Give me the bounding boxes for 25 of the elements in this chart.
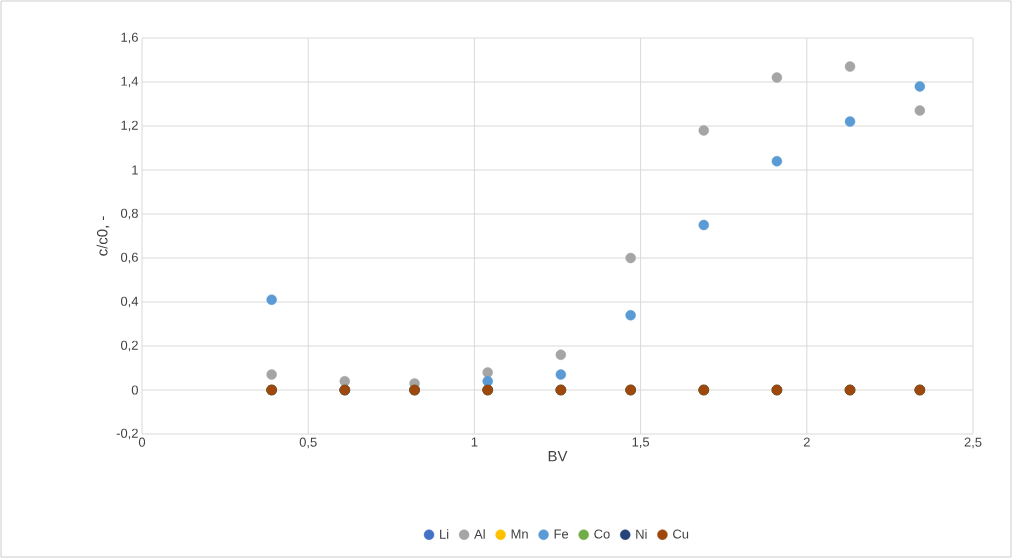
y-tick-label: 0,6 <box>120 252 138 264</box>
y-axis-title: c/c0, - <box>96 216 110 256</box>
x-tick-label: 2,5 <box>964 437 982 449</box>
legend-label: Li <box>440 529 449 539</box>
legend-label: Ni <box>636 529 647 539</box>
x-tick-label: 1,5 <box>632 437 650 449</box>
y-tick-label: 1,4 <box>121 76 139 88</box>
legend-label: Cu <box>673 529 689 539</box>
legend-label: Al <box>474 529 485 539</box>
y-tick-label: 1,6 <box>121 32 138 44</box>
y-tick-label: 0,8 <box>120 208 138 220</box>
x-tick-label: 1 <box>471 437 478 447</box>
y-tick-label: 1 <box>132 165 138 175</box>
legend-label: Fe <box>554 529 569 539</box>
y-tick-label: 0,4 <box>120 296 139 308</box>
x-tick-label: 0,5 <box>299 437 317 449</box>
legend-label: Co <box>594 529 610 539</box>
x-tick-label: 0 <box>138 437 146 447</box>
y-tick-label: 1,2 <box>121 120 138 132</box>
y-tick-label: -0,2 <box>116 428 138 440</box>
x-axis-title: BV <box>548 451 568 462</box>
y-tick-label: 0 <box>131 385 138 395</box>
legend-label: Mn <box>511 529 528 539</box>
y-tick-label: 0,2 <box>120 340 138 352</box>
x-tick-label: 2 <box>803 437 810 447</box>
